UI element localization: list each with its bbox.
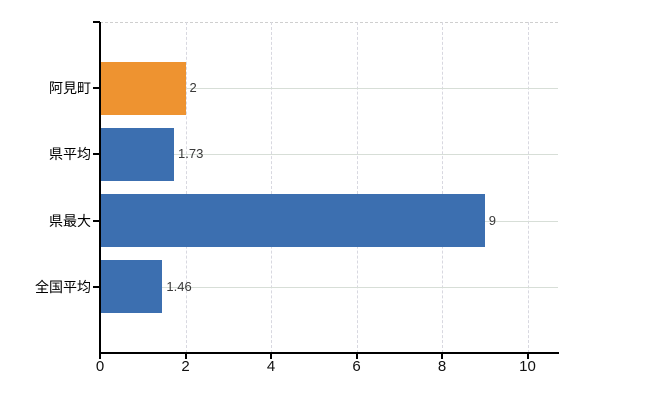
v-gridline <box>356 22 358 353</box>
h-gridline <box>100 88 558 90</box>
bar-0 <box>100 61 186 115</box>
y-axis-tick <box>93 285 100 288</box>
x-axis-tick <box>270 353 272 359</box>
x-tick-label-3: 6 <box>352 358 361 375</box>
v-gridline <box>442 22 443 353</box>
x-axis-tick <box>184 353 187 359</box>
value-label-0: 2 <box>189 80 197 96</box>
x-axis-line <box>99 352 559 354</box>
bar-1 <box>100 127 174 181</box>
v-gridline <box>271 22 272 353</box>
x-axis-tick <box>526 353 529 359</box>
value-label-1: 1.73 <box>178 146 204 162</box>
v-gridline <box>185 22 187 353</box>
x-tick-label-5: 10 <box>519 358 536 375</box>
category-label-1: 県平均 <box>49 146 91 163</box>
value-label-3: 1.46 <box>166 278 192 294</box>
v-gridline <box>527 22 529 353</box>
h-gridline <box>100 286 558 288</box>
y-axis-tick <box>93 153 100 156</box>
category-label-0: 阿見町 <box>49 80 91 97</box>
category-label-3: 全国平均 <box>35 278 91 295</box>
x-tick-label-2: 4 <box>266 358 276 375</box>
bar-2 <box>100 194 485 248</box>
y-axis-line <box>99 22 101 353</box>
x-tick-label-4: 8 <box>437 358 447 375</box>
bar-3 <box>100 260 163 314</box>
x-tick-label-0: 0 <box>95 358 105 375</box>
x-axis-tick <box>441 353 443 359</box>
h-gridline <box>100 154 558 156</box>
value-label-2: 9 <box>488 212 497 228</box>
y-axis-tick <box>93 219 100 222</box>
y-axis-tick <box>93 87 100 90</box>
x-tick-label-1: 2 <box>181 358 190 375</box>
x-axis-tick <box>355 353 358 359</box>
x-axis-tick <box>99 353 101 359</box>
y-axis-top-tick <box>93 21 100 23</box>
plot-top-border <box>100 22 558 23</box>
category-label-2: 県最大 <box>49 212 91 229</box>
